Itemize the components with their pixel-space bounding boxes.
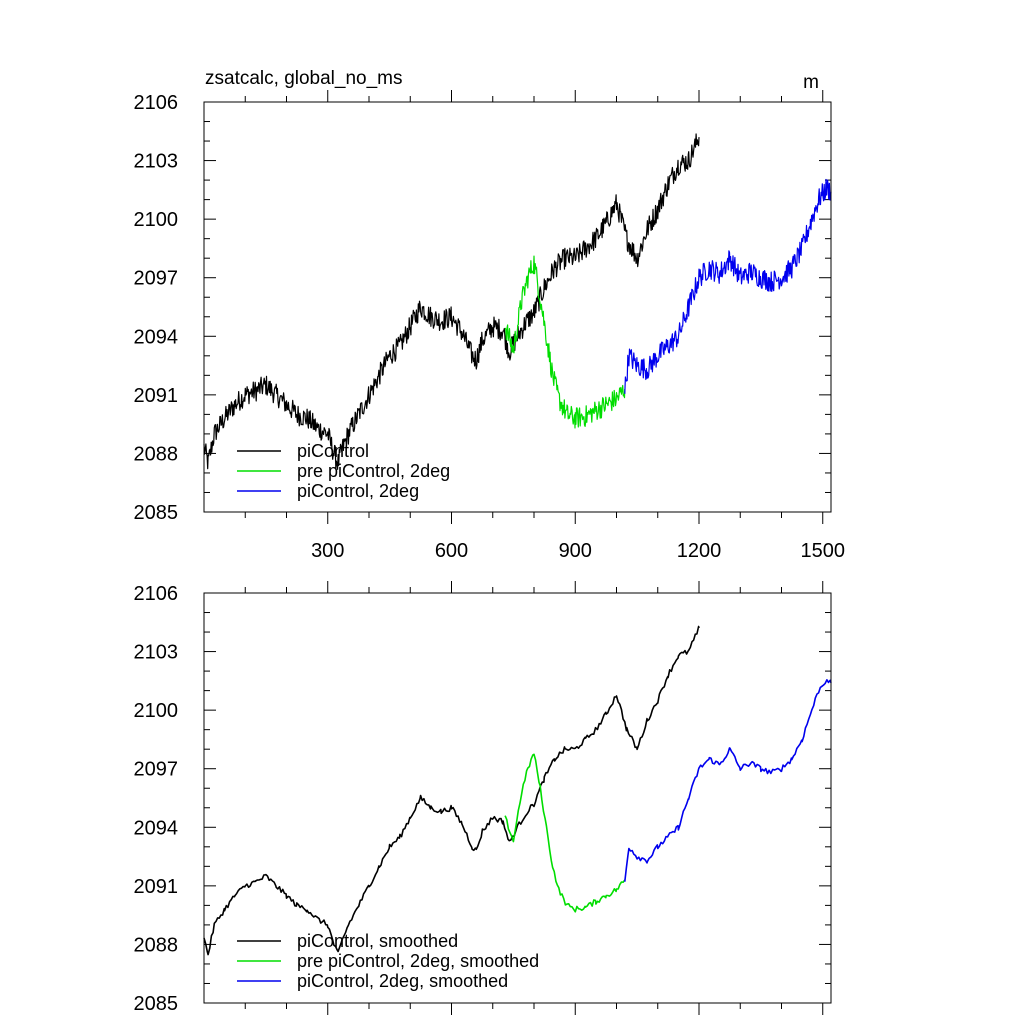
series-line-1 bbox=[504, 753, 626, 913]
y-axis-ticks: 2085 2088 2091 2094 2097 2100 2103 2106 bbox=[134, 583, 831, 1015]
y-tick-label: 2097 bbox=[134, 268, 179, 290]
y-axis-ticks: 2085 2088 2091 2094 2097 2100 2103 2106 bbox=[134, 92, 831, 524]
y-tick-label: 2106 bbox=[134, 583, 179, 605]
legend-label-piControl-2deg: piControl, 2deg bbox=[297, 481, 419, 501]
x-tick-label: 1500 bbox=[801, 540, 846, 562]
x-tick-label: 300 bbox=[311, 540, 344, 562]
x-axis-ticks: 300 600 900 1200 1500 bbox=[244, 90, 846, 562]
y-tick-label: 2088 bbox=[134, 443, 179, 465]
y-tick-label: 2097 bbox=[134, 759, 179, 781]
x-tick-label: 900 bbox=[559, 540, 592, 562]
x-tick-label: 600 bbox=[435, 540, 468, 562]
y-tick-label: 2094 bbox=[134, 326, 179, 348]
series-lines bbox=[203, 133, 832, 470]
y-tick-label: 2085 bbox=[134, 502, 179, 524]
legend-label-piControl: piControl bbox=[297, 441, 369, 461]
legend: piControl pre piControl, 2deg piControl,… bbox=[237, 441, 450, 501]
y-tick-label: 2091 bbox=[134, 385, 179, 407]
top-panel: zsatcalc, global_no_ms m 2085 2088 2091 209… bbox=[134, 68, 846, 562]
y-tick-label: 2100 bbox=[134, 700, 179, 722]
y-tick-label: 2103 bbox=[134, 151, 179, 173]
series-line-0 bbox=[203, 133, 700, 470]
series-line-0 bbox=[203, 625, 700, 956]
y-tick-label: 2091 bbox=[134, 876, 179, 898]
legend-label-piControl-2deg-smoothed: piControl, 2deg, smoothed bbox=[297, 971, 508, 991]
x-axis-ticks bbox=[244, 581, 824, 1015]
legend-label-piControl-smoothed: piControl, smoothed bbox=[297, 931, 458, 951]
y-tick-label: 2103 bbox=[134, 642, 179, 664]
chart-title: zsatcalc, global_no_ms bbox=[205, 68, 403, 89]
series-line-2 bbox=[624, 178, 832, 394]
units-label: m bbox=[803, 72, 819, 93]
series-line-1 bbox=[504, 255, 626, 429]
legend-label-pre-piControl-2deg-smoothed: pre piControl, 2deg, smoothed bbox=[297, 951, 539, 971]
y-tick-label: 2100 bbox=[134, 209, 179, 231]
legend-label-pre-piControl-2deg: pre piControl, 2deg bbox=[297, 461, 450, 481]
bottom-panel: 2085 2088 2091 2094 2097 2100 2103 2106 piContr… bbox=[134, 581, 832, 1015]
plot-frame bbox=[203, 592, 832, 1004]
legend: piControl, smoothed pre piControl, 2deg,… bbox=[237, 931, 539, 991]
y-tick-label: 2106 bbox=[134, 92, 179, 114]
series-line-2 bbox=[624, 678, 832, 882]
x-tick-label: 1200 bbox=[677, 540, 722, 562]
y-tick-label: 2085 bbox=[134, 993, 179, 1015]
plot-frame bbox=[203, 101, 832, 513]
series-lines bbox=[203, 625, 832, 956]
y-tick-label: 2094 bbox=[134, 817, 179, 839]
y-tick-label: 2088 bbox=[134, 934, 179, 956]
